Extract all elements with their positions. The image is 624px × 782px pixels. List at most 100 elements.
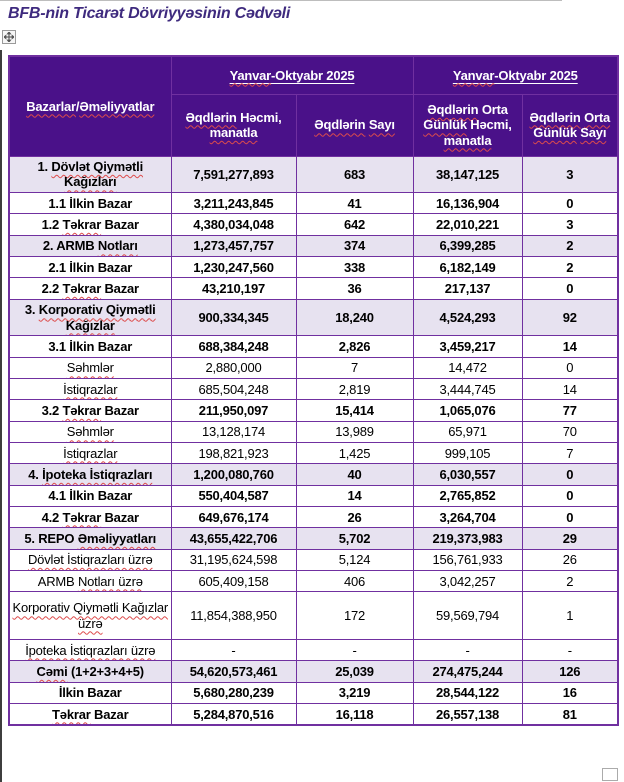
value-cell[interactable]: 3: [521, 155, 619, 194]
value-cell[interactable]: 26: [295, 506, 414, 529]
row-label-cell[interactable]: 2.1 İlkin Bazar: [8, 256, 172, 279]
value-cell[interactable]: 3,042,257: [412, 570, 523, 593]
value-cell[interactable]: 16: [521, 681, 619, 705]
value-cell[interactable]: 2,819: [295, 378, 414, 401]
value-cell[interactable]: 70: [521, 420, 619, 444]
value-cell[interactable]: 14: [521, 335, 619, 358]
table-move-handle[interactable]: [2, 30, 16, 44]
value-cell[interactable]: 38,147,125: [412, 155, 523, 194]
row-label-cell[interactable]: 1.2 Təkrar Bazar: [8, 213, 172, 236]
value-cell[interactable]: 43,655,422,706: [170, 527, 297, 550]
value-cell[interactable]: 198,821,923: [170, 442, 297, 465]
row-label-cell[interactable]: 3.2 Təkrar Bazar: [8, 399, 172, 422]
value-cell[interactable]: 2,765,852: [412, 484, 523, 508]
value-cell[interactable]: 274,475,244: [412, 660, 523, 683]
value-cell[interactable]: 59,569,794: [412, 591, 523, 641]
value-cell[interactable]: 77: [521, 399, 619, 422]
row-label-cell[interactable]: Səhmlər: [8, 356, 172, 380]
value-cell[interactable]: 26,557,138: [412, 703, 523, 726]
value-cell[interactable]: -: [521, 639, 619, 662]
value-cell[interactable]: 2: [521, 234, 619, 258]
value-cell[interactable]: 28,544,122: [412, 681, 523, 705]
value-cell[interactable]: 1,065,076: [412, 399, 523, 422]
value-cell[interactable]: 14,472: [412, 356, 523, 380]
period-header[interactable]: Yanvar-Oktyabr 2025: [412, 55, 619, 95]
value-cell[interactable]: 172: [295, 591, 414, 641]
value-cell[interactable]: -: [170, 639, 297, 662]
row-label-cell[interactable]: İstiqrazlar: [8, 378, 172, 401]
value-cell[interactable]: 3: [521, 213, 619, 236]
corner-header[interactable]: Bazarlar/Əməliyyatlar: [8, 55, 172, 157]
value-cell[interactable]: 0: [521, 484, 619, 508]
value-cell[interactable]: 13,128,174: [170, 420, 297, 444]
value-cell[interactable]: 5,124: [295, 548, 414, 572]
value-cell[interactable]: 0: [521, 277, 619, 300]
value-cell[interactable]: 688,384,248: [170, 335, 297, 358]
row-label-cell[interactable]: Səhmlər: [8, 420, 172, 444]
row-label-cell[interactable]: İstiqrazlar: [8, 442, 172, 465]
value-cell[interactable]: 7: [521, 442, 619, 465]
value-cell[interactable]: 900,334,345: [170, 298, 297, 337]
value-cell[interactable]: 6,030,557: [412, 463, 523, 486]
value-cell[interactable]: 4,380,034,048: [170, 213, 297, 236]
value-cell[interactable]: 2: [521, 256, 619, 279]
value-cell[interactable]: 1,200,080,760: [170, 463, 297, 486]
value-cell[interactable]: 54,620,573,461: [170, 660, 297, 683]
value-cell[interactable]: 219,373,983: [412, 527, 523, 550]
row-label-cell[interactable]: 4.1 İlkin Bazar: [8, 484, 172, 508]
value-cell[interactable]: 26: [521, 548, 619, 572]
value-cell[interactable]: 1,230,247,560: [170, 256, 297, 279]
column-header[interactable]: Əqdlərin Həcmi, manatla: [170, 93, 297, 157]
row-label-cell[interactable]: Dövlət İstiqrazları üzrə: [8, 548, 172, 572]
column-header[interactable]: Əqdlərin Orta Günlük Sayı: [521, 93, 619, 157]
value-cell[interactable]: 338: [295, 256, 414, 279]
value-cell[interactable]: 65,971: [412, 420, 523, 444]
row-label-cell[interactable]: Təkrar Bazar: [8, 703, 172, 726]
value-cell[interactable]: 550,404,587: [170, 484, 297, 508]
period-header[interactable]: Yanvar-Oktyabr 2025: [170, 55, 414, 95]
column-header[interactable]: Əqdlərin Sayı: [295, 93, 414, 157]
value-cell[interactable]: 2,826: [295, 335, 414, 358]
value-cell[interactable]: -: [295, 639, 414, 662]
value-cell[interactable]: 126: [521, 660, 619, 683]
value-cell[interactable]: 0: [521, 356, 619, 380]
value-cell[interactable]: 4,524,293: [412, 298, 523, 337]
value-cell[interactable]: 0: [521, 506, 619, 529]
value-cell[interactable]: 25,039: [295, 660, 414, 683]
value-cell[interactable]: 81: [521, 703, 619, 726]
value-cell[interactable]: 6,399,285: [412, 234, 523, 258]
value-cell[interactable]: 3,459,217: [412, 335, 523, 358]
value-cell[interactable]: -: [412, 639, 523, 662]
row-label-cell[interactable]: 2. ARMB Notları: [8, 234, 172, 258]
value-cell[interactable]: 14: [521, 378, 619, 401]
value-cell[interactable]: 999,105: [412, 442, 523, 465]
value-cell[interactable]: 2: [521, 570, 619, 593]
value-cell[interactable]: 156,761,933: [412, 548, 523, 572]
value-cell[interactable]: 7: [295, 356, 414, 380]
value-cell[interactable]: 5,680,280,239: [170, 681, 297, 705]
value-cell[interactable]: 15,414: [295, 399, 414, 422]
row-label-cell[interactable]: 2.2 Təkrar Bazar: [8, 277, 172, 300]
value-cell[interactable]: 2,880,000: [170, 356, 297, 380]
value-cell[interactable]: 0: [521, 463, 619, 486]
value-cell[interactable]: 5,284,870,516: [170, 703, 297, 726]
value-cell[interactable]: 92: [521, 298, 619, 337]
row-label-cell[interactable]: Cəmi (1+2+3+4+5): [8, 660, 172, 683]
value-cell[interactable]: 1: [521, 591, 619, 641]
row-label-cell[interactable]: ARMB Notları üzrə: [8, 570, 172, 593]
value-cell[interactable]: 41: [295, 192, 414, 215]
column-header[interactable]: Əqdlərin Orta Günlük Həcmi, manatla: [412, 93, 523, 157]
value-cell[interactable]: 16,136,904: [412, 192, 523, 215]
value-cell[interactable]: 683: [295, 155, 414, 194]
value-cell[interactable]: 0: [521, 192, 619, 215]
value-cell[interactable]: 6,182,149: [412, 256, 523, 279]
value-cell[interactable]: 649,676,174: [170, 506, 297, 529]
row-label-cell[interactable]: 4.2 Təkrar Bazar: [8, 506, 172, 529]
value-cell[interactable]: 31,195,624,598: [170, 548, 297, 572]
value-cell[interactable]: 3,444,745: [412, 378, 523, 401]
value-cell[interactable]: 1,273,457,757: [170, 234, 297, 258]
value-cell[interactable]: 374: [295, 234, 414, 258]
row-label-cell[interactable]: 4. İpoteka İstiqrazları: [8, 463, 172, 486]
value-cell[interactable]: 3,211,243,845: [170, 192, 297, 215]
row-label-cell[interactable]: 1.1 İlkin Bazar: [8, 192, 172, 215]
